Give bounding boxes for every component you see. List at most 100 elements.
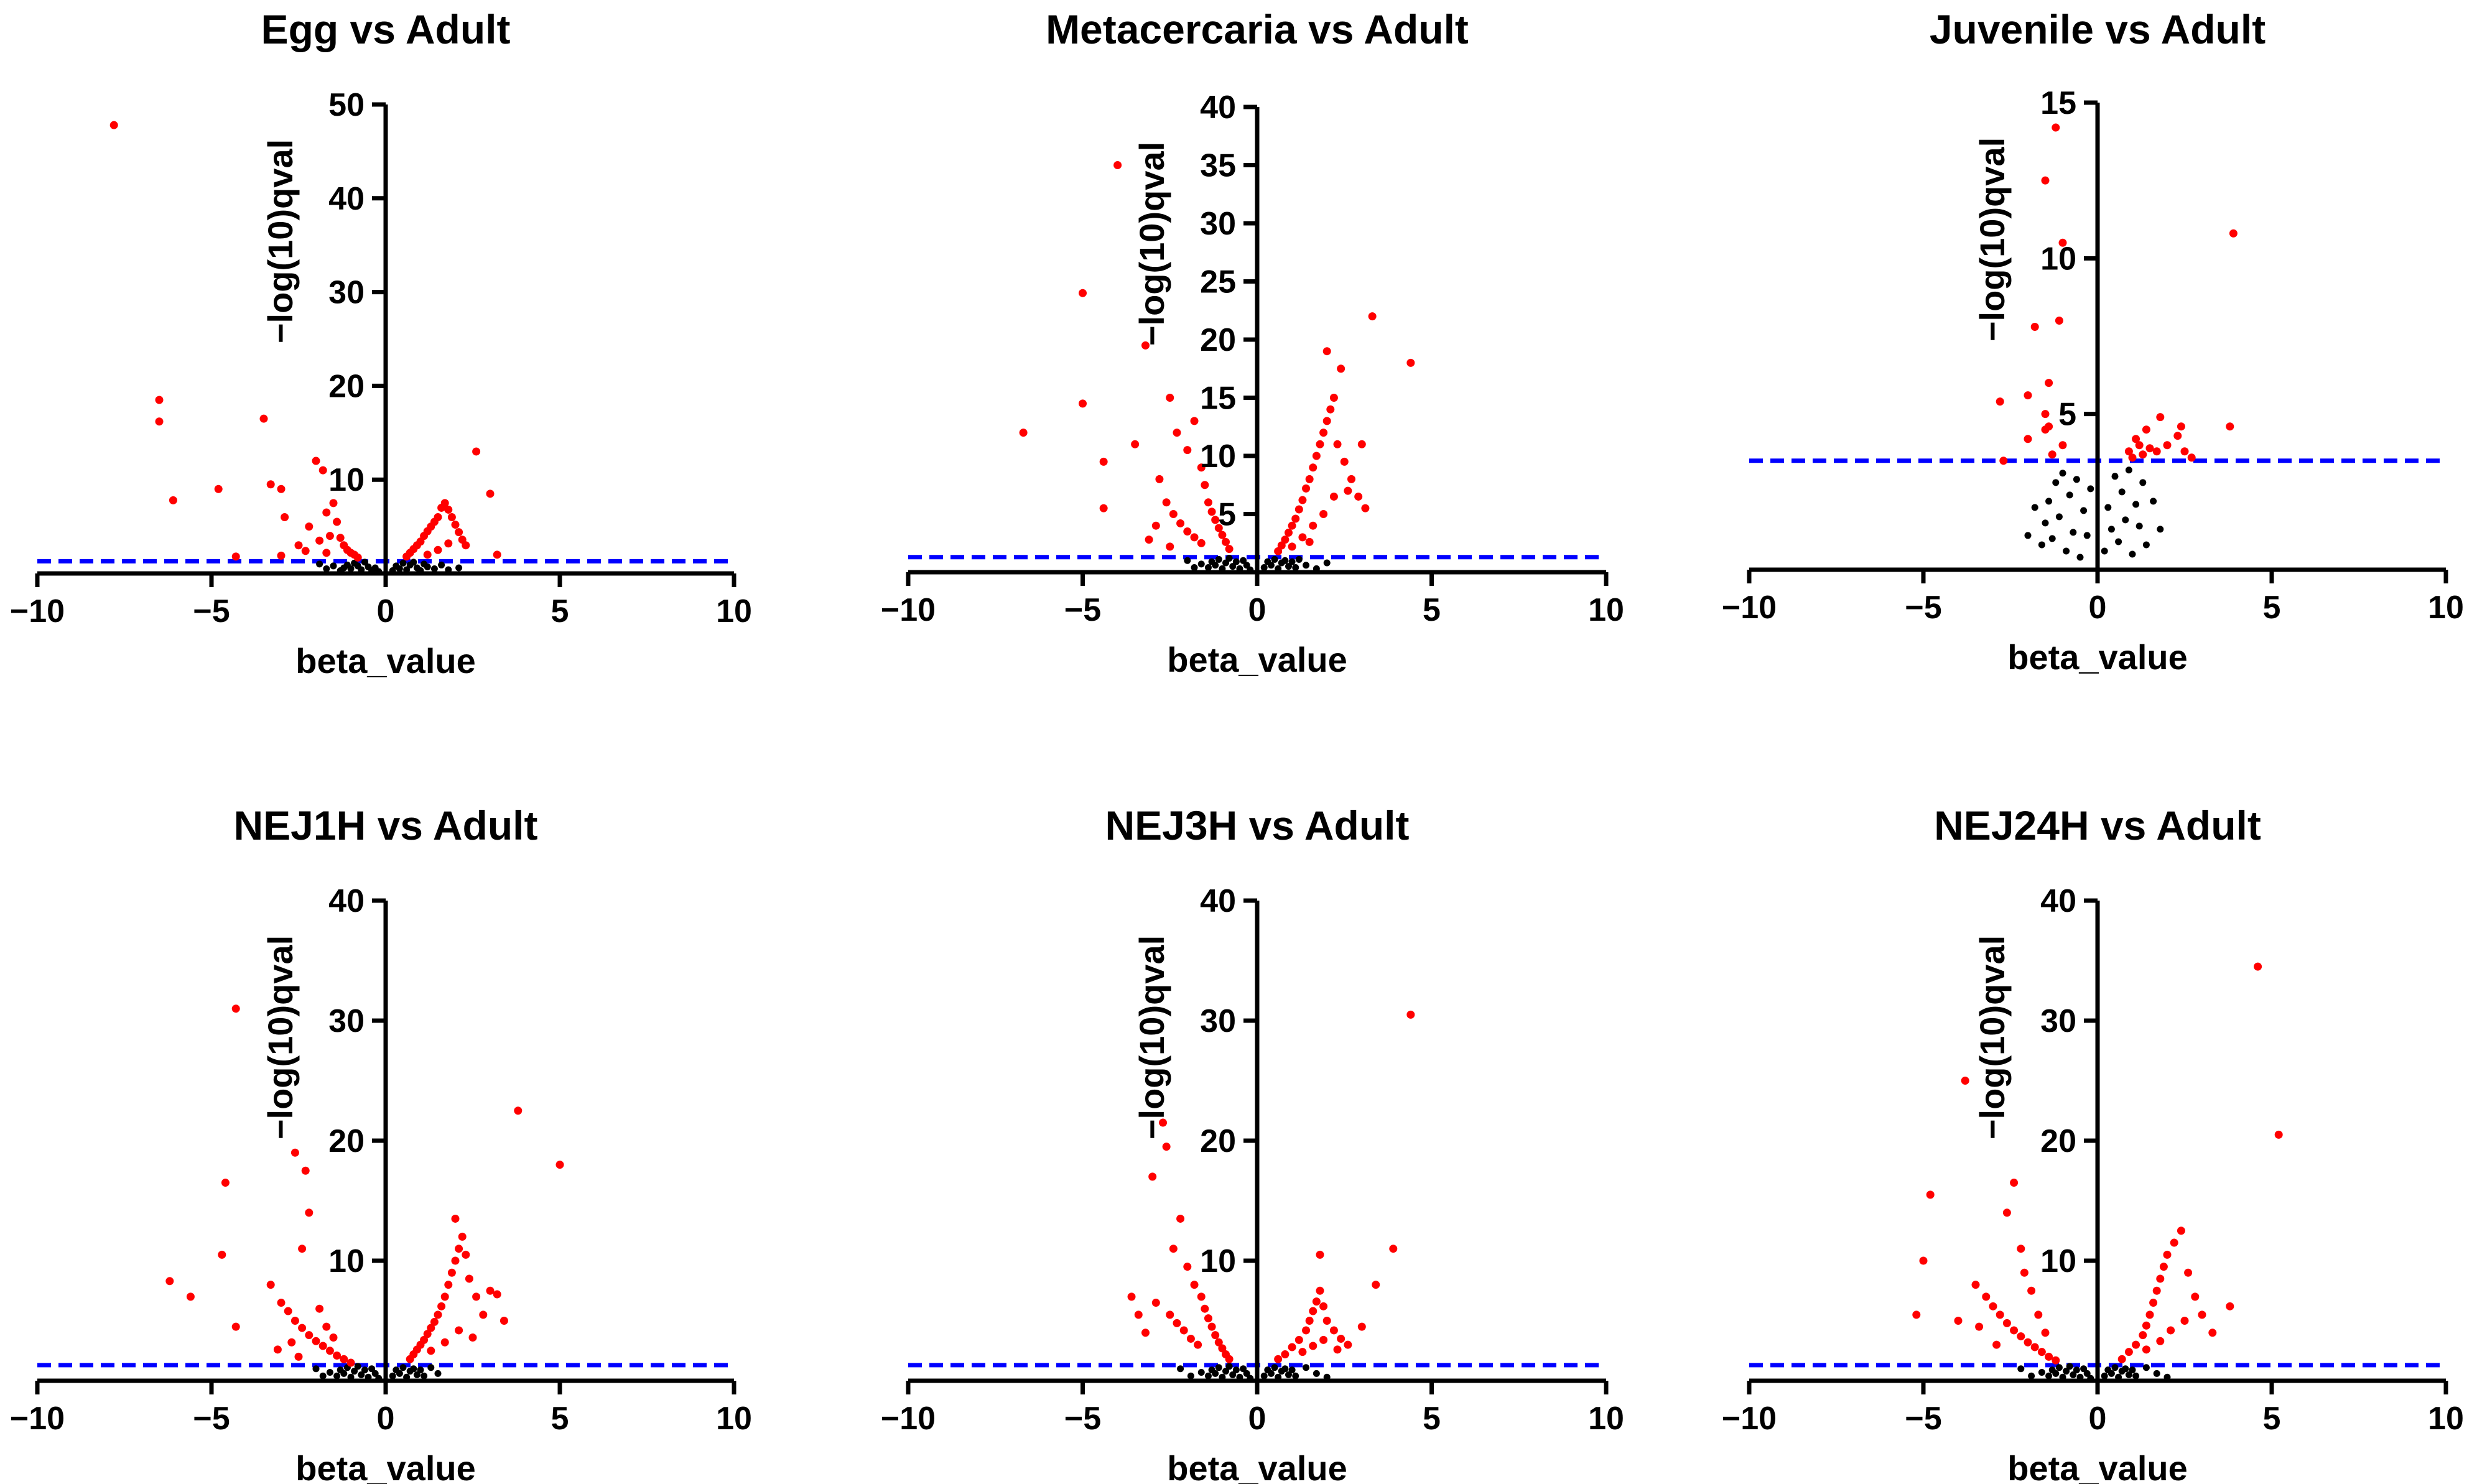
nonsignificant-point xyxy=(1240,557,1247,564)
significant-point xyxy=(2229,229,2238,238)
significant-point xyxy=(333,517,342,526)
significant-point xyxy=(1099,457,1108,466)
significant-point xyxy=(1169,1245,1178,1253)
nonsignificant-point xyxy=(1191,564,1198,572)
significant-point xyxy=(440,1292,449,1301)
significant-point xyxy=(1298,1348,1307,1356)
significant-point xyxy=(1194,1340,1202,1349)
y-tick-label: 30 xyxy=(2040,1003,2076,1039)
nonsignificant-point xyxy=(368,1365,376,1373)
nonsignificant-point xyxy=(1215,1364,1222,1371)
y-tick-label: 15 xyxy=(1200,381,1236,417)
significant-point xyxy=(1361,504,1370,512)
y-tick-label: 35 xyxy=(1200,148,1236,184)
nonsignificant-point xyxy=(417,1366,424,1374)
nonsignificant-point xyxy=(2132,501,2140,508)
significant-point xyxy=(336,534,345,542)
y-tick-label: 10 xyxy=(2040,1243,2076,1279)
nonsignificant-point xyxy=(2108,526,2115,533)
significant-point xyxy=(1281,1350,1290,1359)
significant-point xyxy=(2024,1338,2032,1347)
significant-point xyxy=(1322,347,1331,356)
significant-point xyxy=(1322,417,1331,425)
significant-point xyxy=(1347,475,1355,483)
nonsignificant-point xyxy=(2083,1370,2091,1377)
y-tick-label: 30 xyxy=(328,1003,365,1039)
significant-point xyxy=(214,485,223,493)
significant-point xyxy=(305,1208,314,1217)
nonsignificant-point xyxy=(1285,1371,1292,1378)
significant-point xyxy=(1183,446,1192,455)
significant-point xyxy=(1333,1345,1342,1354)
x-tick-label: 5 xyxy=(2263,590,2281,626)
significant-point xyxy=(2177,1227,2185,1235)
significant-point xyxy=(281,513,289,522)
y-tick-label: 20 xyxy=(1200,1123,1236,1159)
significant-point xyxy=(451,1256,460,1265)
significant-point xyxy=(1145,536,1153,544)
significant-point xyxy=(420,1335,429,1344)
nonsignificant-point xyxy=(410,559,417,566)
nonsignificant-point xyxy=(2073,1366,2080,1374)
x-tick-label: 10 xyxy=(2428,590,2464,626)
nonsignificant-point xyxy=(1295,555,1303,563)
nonsignificant-point xyxy=(2080,507,2088,514)
panel-title: NEJ24H vs Adult xyxy=(1934,802,2261,848)
nonsignificant-point xyxy=(2066,1363,2073,1370)
significant-point xyxy=(1926,1190,1935,1199)
nonsignificant-point xyxy=(2101,1372,2108,1380)
x-tick-label: −5 xyxy=(1064,1401,1101,1437)
significant-point xyxy=(2139,1331,2147,1340)
significant-point xyxy=(2045,1352,2053,1361)
panel-3: Juvenile vs Adult −10 −5 0 5 10 5 10 15 beta_valu… xyxy=(1722,6,2464,677)
significant-point xyxy=(2135,441,2144,450)
significant-point xyxy=(2058,238,2067,247)
nonsignificant-point xyxy=(430,565,438,572)
significant-point xyxy=(1406,358,1415,367)
nonsignificant-point xyxy=(2142,541,2150,549)
nonsignificant-point xyxy=(1204,564,1212,572)
x-tick-label: −10 xyxy=(881,592,936,628)
nonsignificant-point xyxy=(1197,560,1205,568)
significant-point xyxy=(1368,312,1377,321)
y-tick-label: 10 xyxy=(1200,438,1236,475)
nonsignificant-point xyxy=(1292,564,1299,572)
significant-point xyxy=(462,541,470,550)
nonsignificant-point xyxy=(2139,479,2147,486)
significant-point xyxy=(1019,429,1028,437)
nonsignificant-point xyxy=(1225,1363,1233,1370)
significant-point xyxy=(1333,440,1342,448)
significant-point xyxy=(1302,484,1311,493)
significant-point xyxy=(1079,399,1087,408)
significant-point xyxy=(1176,519,1185,527)
significant-point xyxy=(221,1179,230,1187)
significant-point xyxy=(318,466,327,475)
x-tick-label: 0 xyxy=(2089,1401,2107,1437)
nonsignificant-point xyxy=(399,559,407,567)
significant-point xyxy=(2152,447,2161,456)
significant-point xyxy=(1389,1245,1398,1253)
significant-point xyxy=(1309,1307,1318,1315)
significant-point xyxy=(290,1148,299,1157)
nonsignificant-point xyxy=(1260,1372,1268,1380)
nonsignificant-point xyxy=(361,1366,368,1374)
significant-point xyxy=(427,1347,435,1355)
significant-point xyxy=(1277,541,1286,550)
significant-point xyxy=(1288,542,1296,551)
significant-point xyxy=(1274,547,1283,555)
x-tick-label: −10 xyxy=(10,1401,65,1437)
x-tick-label: 10 xyxy=(1588,1401,1624,1437)
x-tick-label: 10 xyxy=(716,1401,752,1437)
nonsignificant-point xyxy=(2125,466,2132,474)
nonsignificant-point xyxy=(1303,562,1310,569)
significant-point xyxy=(298,1324,307,1332)
y-axis-label: −log(10)qval xyxy=(1132,935,1171,1139)
y-tick-label: 10 xyxy=(328,1243,365,1279)
panel-title: Juvenile vs Adult xyxy=(1930,6,2266,52)
x-tick-label: −5 xyxy=(193,593,230,629)
significant-point xyxy=(301,1166,310,1175)
significant-point xyxy=(2139,450,2147,459)
significant-point xyxy=(1159,1118,1168,1127)
significant-point xyxy=(447,513,456,522)
significant-point xyxy=(2142,425,2150,434)
